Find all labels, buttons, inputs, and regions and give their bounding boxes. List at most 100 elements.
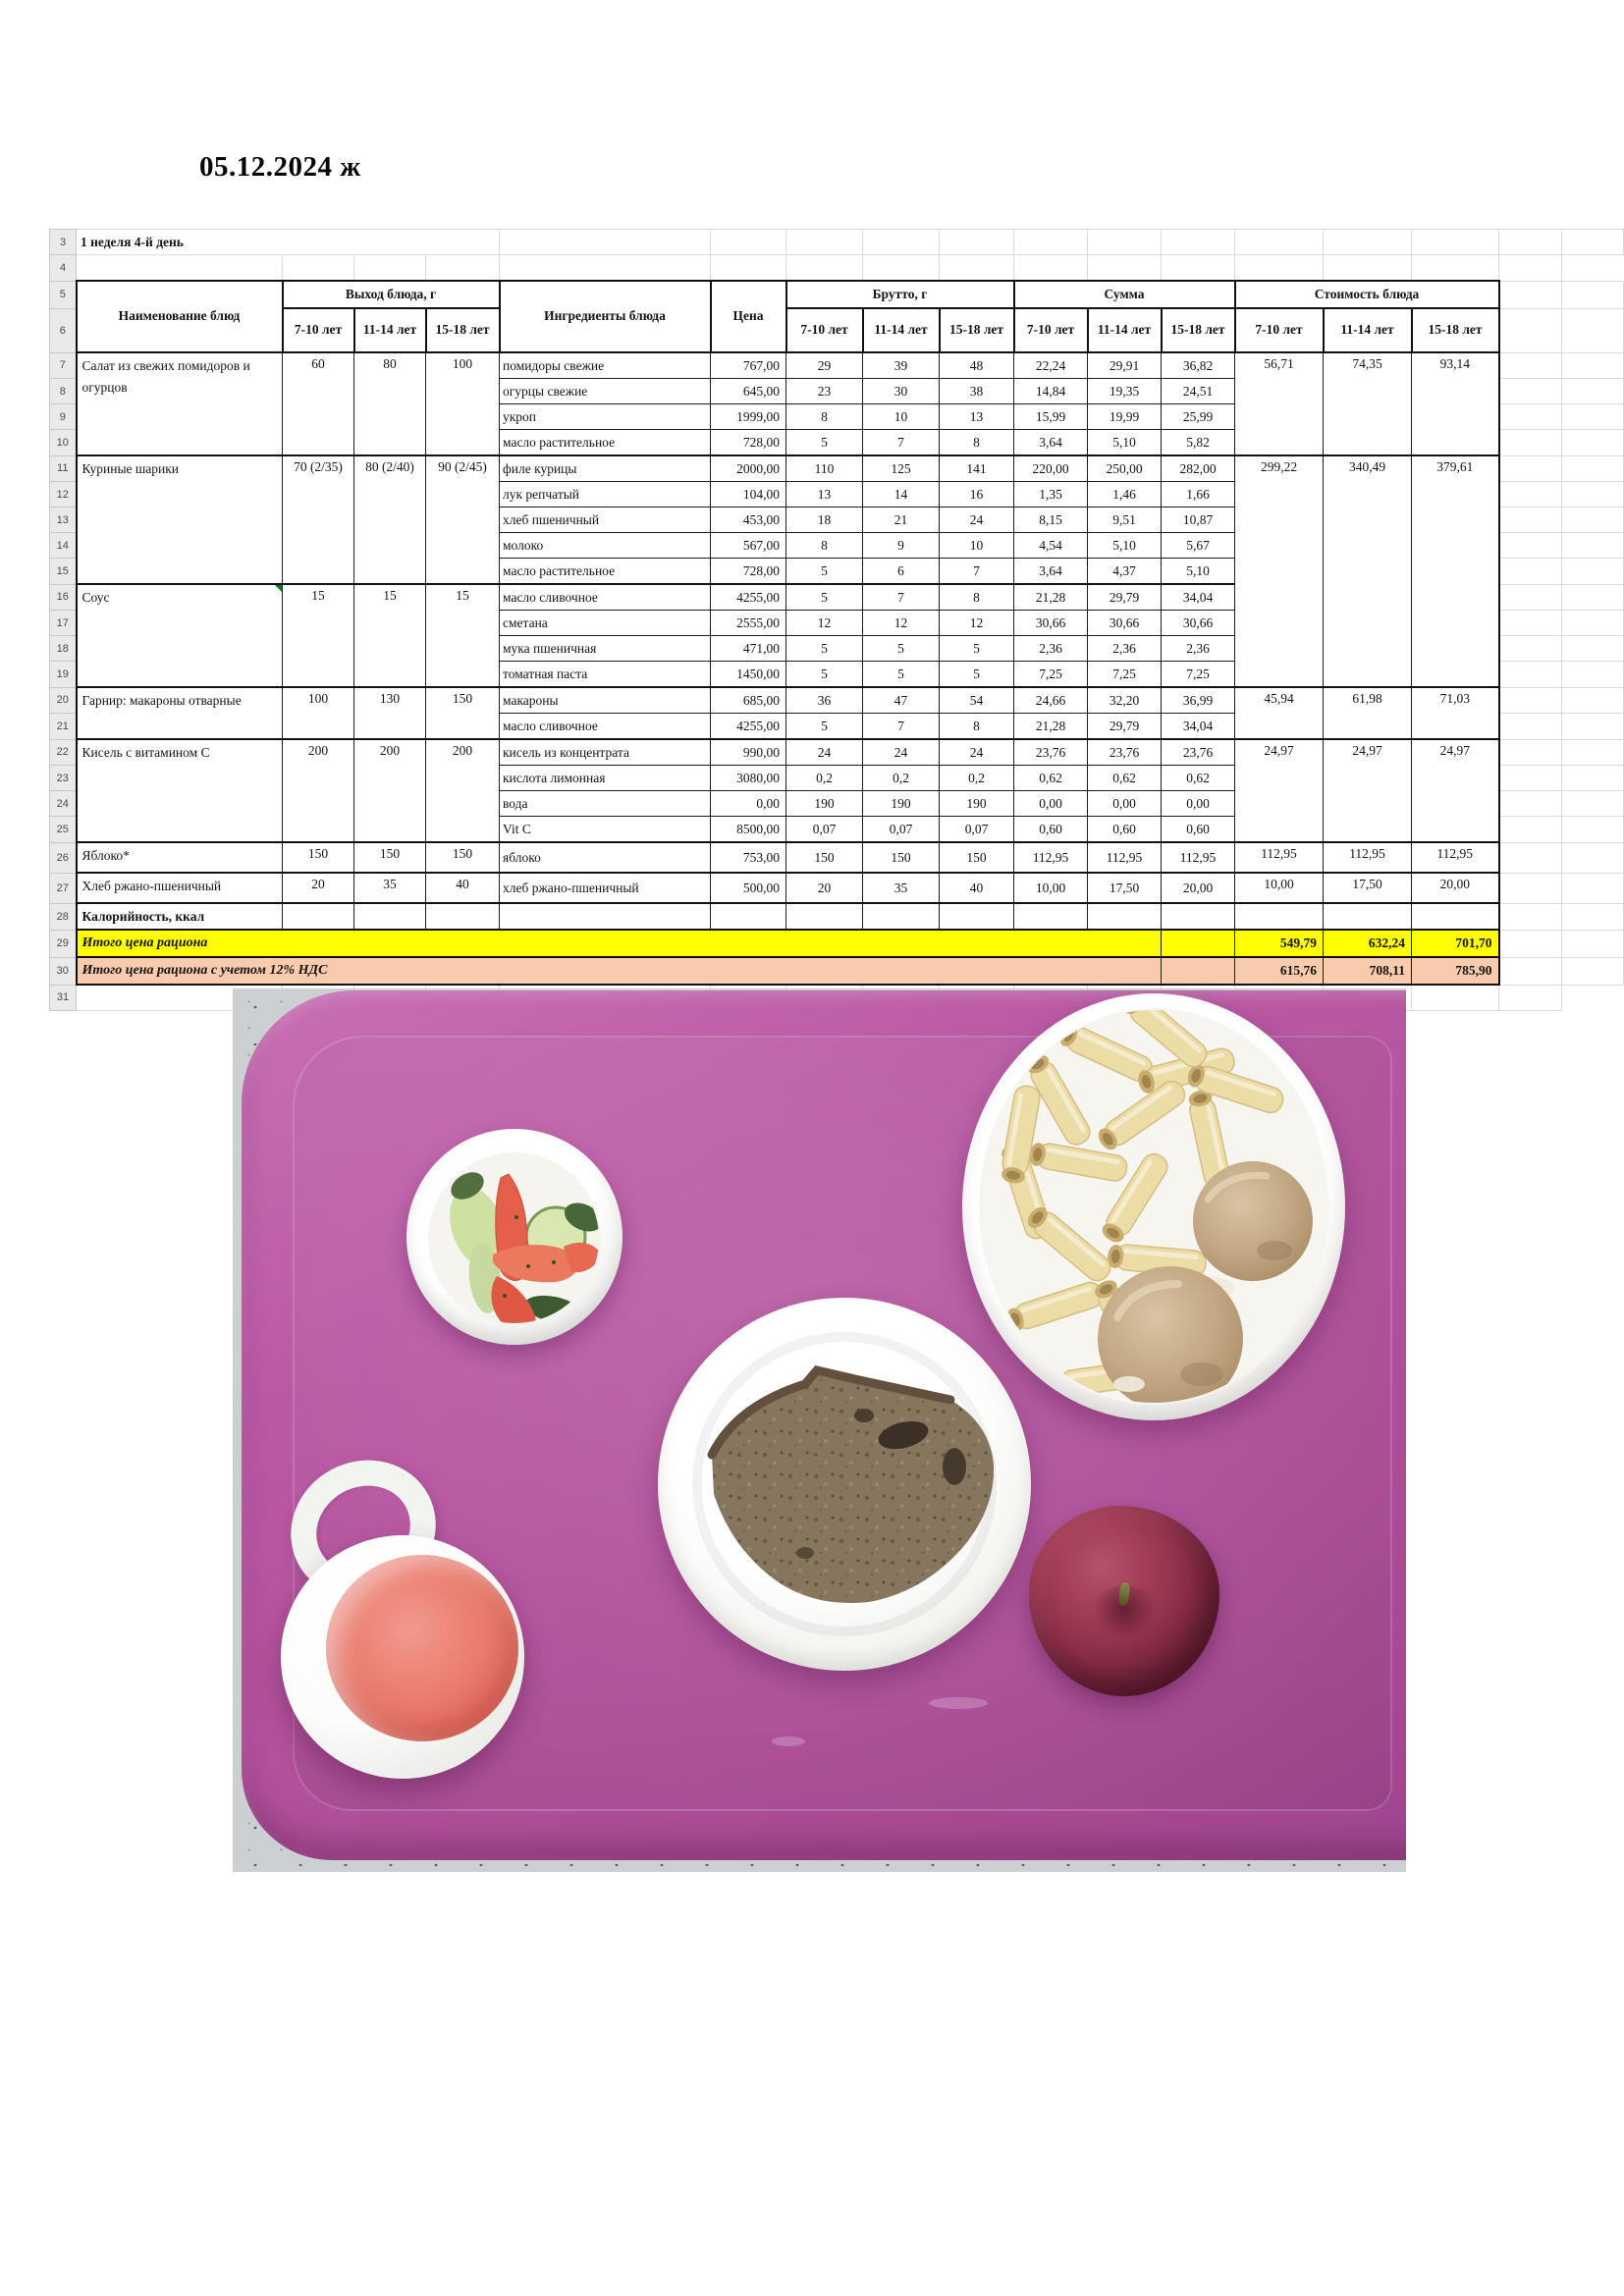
output-value-text: 20 [311,877,325,891]
summa-value-text: 29,79 [1109,718,1140,733]
brutto-value: 0,2 [785,765,863,791]
output-value: 80 [353,351,426,456]
brutto-value: 5 [785,661,863,688]
summa-value-text: 21,28 [1035,589,1066,605]
brutto-value: 5 [785,583,863,611]
row-number: 5 [49,280,77,309]
grid-cell [1561,816,1624,843]
price-value-text: 0,00 [756,795,780,811]
grid-cell [1161,229,1235,255]
summa-value: 8,15 [1013,507,1088,533]
output-value: 40 [425,872,500,904]
grid-cell [1561,661,1624,688]
brutto-value: 54 [939,686,1014,714]
price-value-text: 3080,00 [736,770,780,785]
dish-name: Соус [75,583,283,688]
brutto-value-text: 54 [969,692,984,708]
grid-cell [710,254,786,282]
summa-value: 0,62 [1161,765,1235,791]
output-value-text: 35 [383,877,397,891]
dish-name: Гарнир: макароны отварные [75,686,283,740]
ingredient-name: масло сливочное [499,713,711,740]
price-value: 500,00 [710,872,786,904]
price-value-text: 8500,00 [736,821,780,836]
price-value: 728,00 [710,558,786,585]
grid-cell [1561,686,1624,714]
header-rows: 3 1 неделя 4-й день 4 5 Наименование блю… [49,229,1624,353]
brutto-value-text: 21 [893,511,908,527]
brutto-value: 38 [939,378,1014,404]
grid-cell [1087,254,1162,282]
summa-value: 220,00 [1013,454,1088,482]
brutto-value-text: 35 [893,880,908,895]
brutto-value: 110 [785,454,863,482]
price-value: 2000,00 [710,454,786,482]
output-value: 20 [282,872,354,904]
grid-cell [1498,713,1562,740]
cost-value-text: 340,49 [1348,459,1386,474]
dish-name-text: Яблоко* [81,848,130,863]
summa-value: 0,60 [1087,816,1162,843]
cost-value: 112,95 [1323,841,1412,874]
price-value: 2555,00 [710,610,786,636]
empty-cell [710,902,786,931]
summa-value-text: 30,66 [1035,614,1066,630]
summa-value: 0,00 [1087,790,1162,817]
grid-cell [1498,872,1562,904]
brutto-value-text: 7 [897,434,904,450]
brutto-value-text: 13 [969,408,984,424]
brutto-value: 7 [862,583,940,611]
brutto-value: 47 [862,686,940,714]
grid-cell [1561,558,1624,585]
brutto-value-text: 5 [821,718,828,733]
bread-plate [658,1298,1031,1671]
summa-value-text: 17,50 [1109,880,1140,895]
row-number: 18 [49,635,77,662]
brutto-value-text: 190 [891,795,911,811]
total-vat-value: 785,90 [1411,956,1500,986]
drink-mug [281,1535,524,1779]
header-summa: Сумма [1012,280,1236,309]
row-number: 30 [49,956,77,986]
ingredient-name-text: сметана [503,614,548,630]
summa-value-text: 23,76 [1109,744,1140,760]
grid-cell [1323,254,1412,282]
ingredient-name-text: укроп [503,408,537,424]
row-number: 24 [49,790,77,817]
ingredient-name: масло растительное [499,429,711,456]
summa-value-text: 7,25 [1039,666,1062,681]
row-number: 15 [49,558,77,585]
brutto-value-text: 0,07 [812,821,837,836]
row-number: 12 [49,481,77,507]
brutto-value: 36 [785,686,863,714]
summa-value: 32,20 [1087,686,1162,714]
output-value-text: 15 [383,588,397,603]
ingredient-name-text: масло сливочное [503,718,598,733]
table-row: 12 лук репчатый 104,00 13 14 16 1,35 1,46 1,66 [49,481,1624,507]
summa-value-text: 0,00 [1039,795,1062,811]
summa-value: 17,50 [1087,872,1162,904]
brutto-value-text: 0,2 [968,770,985,785]
summa-value-text: 34,04 [1182,589,1214,605]
table-row: 9 укроп 1999,00 8 10 13 15,99 19,99 25,99 [49,403,1624,430]
grid-cell [862,254,940,282]
summa-value-text: 250,00 [1106,460,1143,476]
output-value: 15 [425,583,500,688]
brutto-value: 6 [862,558,940,585]
summa-value-text: 19,99 [1109,408,1140,424]
grid-cell [1498,507,1562,533]
summa-value: 1,66 [1161,481,1235,507]
summa-value: 21,28 [1013,713,1088,740]
summa-value: 0,00 [1013,790,1088,817]
ingredient-name-text: кисель из концентрата [503,744,629,760]
cost-value-text: 61,98 [1352,691,1382,706]
row-number: 10 [49,429,77,456]
grid-cell [1498,583,1562,611]
page-title: 05.12.2024 ж [199,151,361,183]
summa-value: 15,99 [1013,403,1088,430]
header-age: 15-18 лет [938,307,1015,353]
brutto-value: 5 [939,635,1014,662]
output-value: 60 [282,351,354,456]
brutto-value: 8 [939,713,1014,740]
grid-cell [1411,229,1499,255]
